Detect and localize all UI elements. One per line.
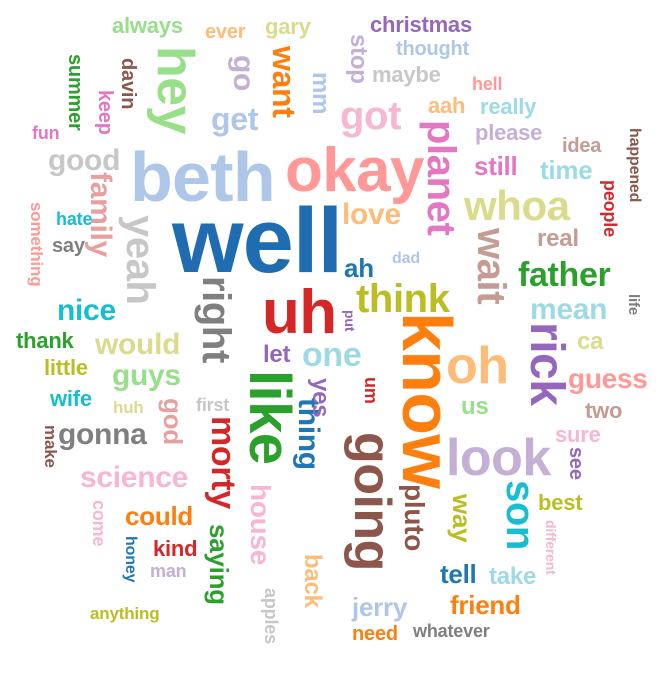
word-going: going [343, 432, 401, 571]
word-life: life [625, 294, 642, 316]
word-would: would [95, 328, 181, 361]
word-davin: davin [117, 58, 139, 110]
word-right: right [194, 276, 238, 363]
word-aah: aah [428, 93, 466, 118]
word-god: god [158, 398, 188, 445]
word-really: really [480, 94, 537, 119]
word-thought: thought [396, 38, 470, 60]
word-maybe: maybe [372, 62, 441, 87]
word-summer: summer [64, 54, 86, 131]
word-let: let [263, 341, 291, 368]
word-best: best [538, 490, 583, 515]
word-different: different [543, 520, 559, 575]
word-back: back [299, 554, 326, 608]
word-get: get [211, 101, 259, 137]
word-two: two [585, 398, 623, 423]
word-tell: tell [440, 559, 477, 589]
word-could: could [125, 501, 194, 531]
word-one: one [302, 336, 362, 374]
word-huh: huh [113, 398, 144, 417]
word-good: good [48, 144, 121, 177]
word-need: need [352, 623, 398, 645]
word-love: love [342, 198, 401, 231]
word-yeah: yeah [118, 215, 162, 305]
word-see: see [565, 447, 587, 480]
word-guess: guess [568, 363, 648, 394]
word-way: way [447, 494, 477, 543]
word-friend: friend [450, 590, 521, 620]
word-people: people [600, 180, 620, 237]
word-fun: fun [32, 123, 60, 143]
word-rick: rick [520, 322, 573, 406]
word-want: want [266, 46, 302, 118]
word-whoa: whoa [464, 182, 570, 229]
word-put: put [342, 310, 358, 332]
word-please: please [475, 120, 543, 145]
word-hell: hell [472, 74, 503, 94]
word-honey: honey [122, 536, 139, 583]
word-dad: dad [392, 250, 420, 267]
word-mean: mean [530, 293, 608, 326]
word-beth: beth [130, 138, 276, 216]
word-guys: guys [112, 359, 181, 392]
word-first: first [196, 395, 230, 415]
word-man: man [150, 561, 187, 581]
word-take: take [489, 563, 537, 590]
word-us: us [461, 393, 489, 420]
word-apples: apples [261, 588, 281, 644]
word-ah: ah [344, 253, 374, 283]
word-idea: idea [562, 135, 602, 157]
word-make: make [41, 425, 60, 468]
word-gary: gary [265, 14, 311, 39]
word-saying: saying [204, 524, 234, 605]
word-well: well [172, 190, 343, 292]
word-stop: stop [345, 34, 372, 84]
word-gonna: gonna [58, 418, 147, 451]
word-got: got [340, 94, 401, 138]
word-nice: nice [57, 294, 116, 327]
word-wait: wait [469, 228, 513, 305]
word-little: little [44, 355, 88, 380]
word-think: think [356, 277, 450, 321]
word-keep: keep [94, 90, 116, 135]
word-jerry: jerry [352, 592, 408, 622]
word-father: father [518, 256, 611, 294]
word-okay: okay [285, 136, 424, 205]
word-whatever: whatever [413, 621, 490, 641]
word-sure: sure [555, 422, 601, 447]
word-son: son [498, 480, 542, 550]
word-hey: hey [146, 46, 204, 135]
word-wife: wife [50, 386, 92, 411]
word-kind: kind [153, 536, 198, 561]
word-um: um [361, 377, 381, 404]
word-real: real [537, 225, 579, 252]
word-christmas: christmas [370, 12, 472, 37]
word-something: something [27, 202, 46, 287]
word-go: go [227, 55, 260, 92]
word-oh: oh [446, 337, 509, 395]
word-come: come [89, 500, 109, 547]
word-uh: uh [262, 278, 337, 347]
word-time: time [540, 155, 593, 185]
word-morty: morty [204, 416, 242, 509]
word-like: like [237, 370, 302, 465]
word-planet: planet [419, 120, 463, 236]
word-anything: anything [90, 604, 160, 623]
word-ca: ca [577, 328, 604, 355]
word-always: always [112, 13, 183, 38]
word-thank: thank [16, 328, 74, 353]
word-look: look [446, 429, 551, 487]
word-still: still [474, 151, 518, 181]
word-science: science [80, 461, 188, 494]
word-happened: happened [626, 128, 643, 203]
word-say: say [52, 235, 85, 257]
word-ever: ever [205, 21, 246, 43]
word-yes: yes [307, 378, 334, 418]
word-pluto: pluto [399, 484, 430, 552]
word-hate: hate [56, 209, 93, 229]
word-house: house [245, 484, 276, 566]
word-mm: mm [307, 72, 334, 115]
